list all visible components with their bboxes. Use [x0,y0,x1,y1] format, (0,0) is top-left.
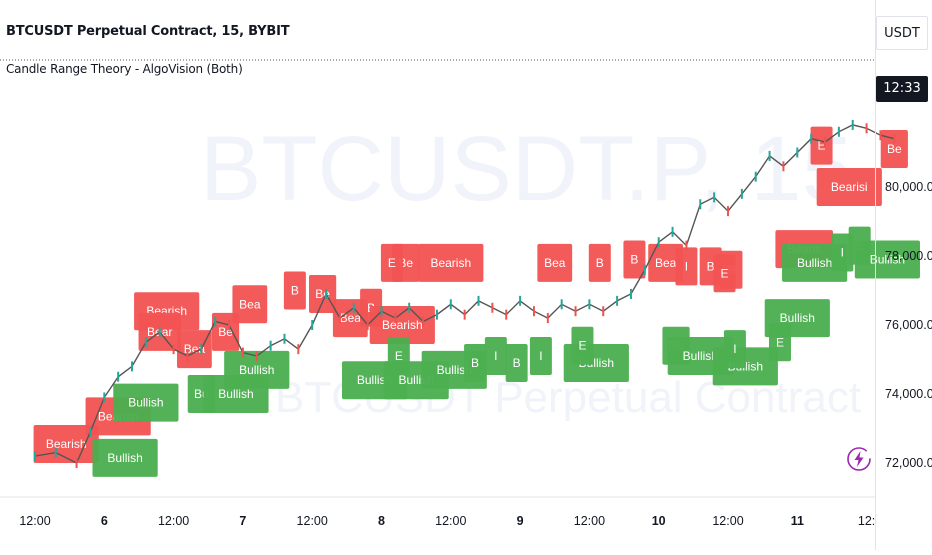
bearish-label-text: E [388,256,396,270]
bearish-label-text: B [596,256,604,270]
x-tick-label: 12:00 [574,514,605,528]
bearish-label-text: B [707,259,715,273]
x-tick-label: 12:00 [158,514,189,528]
bullish-label-text: Bullish [437,363,472,377]
x-tick-label: 12: [858,514,875,528]
bearish-label: I [675,247,698,286]
bullish-label-text: Bullish [797,256,832,270]
bullish-label: Bullish [113,383,179,422]
bullish-label: I [723,330,746,369]
x-tick-label: 10 [652,514,666,528]
x-tick-label: 6 [101,514,108,528]
x-tick-label: 12:00 [712,514,743,528]
bearish-label: Bea [537,243,573,282]
bullish-label-text: I [539,349,542,363]
bearish-label: Bearisi [816,168,882,206]
indicator-label[interactable]: Candle Range Theory - AlgoVision (Both) [6,62,243,76]
bullish-label: I [529,337,552,376]
bearish-label-text: Bearish [382,318,423,332]
bullish-label: B [505,343,528,382]
bearish-label: Be [880,130,908,169]
bullish-label-text: E [395,349,403,363]
bullish-label: I [831,233,854,272]
bullish-label-text: Bullish [239,363,274,377]
bearish-label-text: Bearish [430,256,471,270]
bearish-label-text: Bearish [46,437,87,451]
bearish-label: B [283,271,306,310]
bullish-label-text: I [494,349,497,363]
bearish-label-text: I [685,259,688,273]
x-tick-label: 12:00 [297,514,328,528]
bolt-icon[interactable] [846,446,872,477]
bullish-label: Bullish [854,240,920,279]
x-tick-label: 12:00 [19,514,50,528]
bullish-label-text: E [578,339,586,353]
bullish-label-text: I [841,246,844,260]
countdown-badge: 12:33 [876,76,928,102]
price-axis-divider [875,0,876,550]
watermark-symbol: BTCUSDT.P, 15 [200,118,853,220]
bearish-label: Bea [176,330,212,369]
currency-badge[interactable]: USDT [876,16,928,50]
bearish-label-text: Bea [184,342,206,356]
bullish-label: Bullish [92,438,158,477]
bearish-label: B [588,243,611,282]
bullish-label: I [484,337,507,376]
x-tick-label: 11 [791,514,804,528]
y-tick-label: 72,000.0 [885,456,932,470]
y-tick-label: 74,000.0 [885,387,932,401]
bullish-label-text: I [733,342,736,356]
bearish-label: Bea [232,285,268,324]
bullish-label-text: B [471,356,479,370]
bullish-label-text: Bullish [128,396,163,410]
bearish-label-text: Bea [655,256,677,270]
bearish-label: E [713,254,736,293]
price-line-series [34,124,895,464]
bullish-label-text: Bullish [780,311,815,325]
bearish-label: Bea [648,243,684,282]
y-tick-label: 80,000.0 [885,180,932,194]
bearish-label: E [380,243,403,282]
y-tick-label: 76,000.0 [885,318,932,332]
bullish-label-text: E [776,335,784,349]
bearish-label-text: E [721,266,729,280]
x-tick-label: 8 [378,514,385,528]
bearish-label-text: Be [315,287,330,301]
bullish-label-text: Bullish [218,387,253,401]
bearish-label: Bearish [369,306,435,344]
bullish-label-text: Bullish [357,373,392,387]
bullish-label: E [387,337,410,376]
bearish-label-text: B [291,284,299,298]
bullish-label-text: B [513,356,521,370]
bearish-label: E [810,126,833,165]
bearish-label-text: E [818,139,826,153]
bearish-label-text: Be [218,325,233,339]
bullish-label-text: Bullish [870,252,905,266]
bullish-label: E [571,326,594,365]
x-tick-label: 7 [239,514,246,528]
bullish-label: Bullish [224,350,290,389]
bullish-label: Bullish [764,299,830,338]
x-tick-label: 12:00 [435,514,466,528]
price-series [34,119,896,468]
bearish-label: B [623,240,646,279]
bullish-label: B [464,343,487,382]
bearish-label-text: Bearisi [831,180,868,194]
chart-title[interactable]: BTCUSDT Perpetual Contract, 15, BYBIT [6,24,290,39]
bullish-label-text: Bullish [683,349,718,363]
bearish-label: Be [308,274,337,313]
bullish-label-text: Bullish [107,451,142,465]
bearish-label-text: Be [887,142,902,156]
axes: 72,000.0 74,000.0 76,000.0 78,000.0 80,000.0… [0,59,932,528]
bearish-label: Bearish [418,243,484,282]
bearish-label-text: Bea [239,297,261,311]
x-tick-label: 9 [517,514,524,528]
bearish-label-text: B [630,252,638,266]
bullish-label: Bullish [782,243,848,282]
bearish-label-text: Bea [544,256,566,270]
y-tick-label: 78,000.0 [885,249,932,263]
